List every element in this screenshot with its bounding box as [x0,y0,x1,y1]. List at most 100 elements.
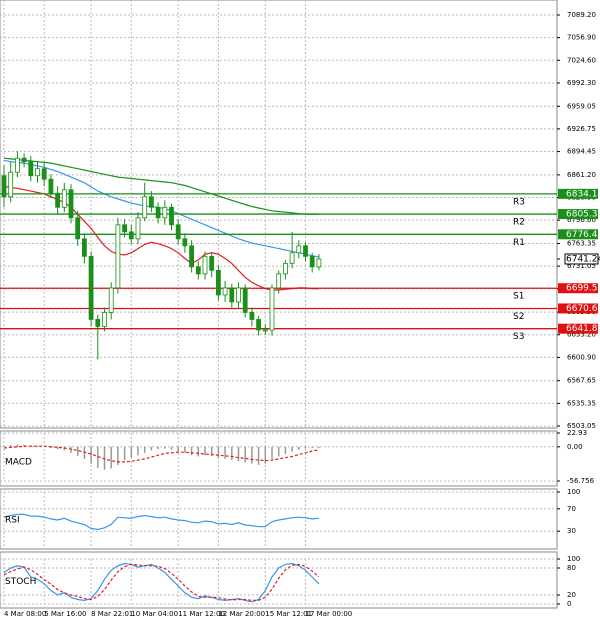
candle-body [75,217,81,240]
y-tick-label: 0 [567,600,571,608]
y-tick-label: 6600.90 [567,353,596,361]
candle-body [61,189,67,208]
indicator-line [3,157,319,215]
candle-body [256,319,262,331]
candle-body [222,287,228,296]
candle-body [108,287,114,313]
candle-body [309,255,315,268]
y-tick-label: 100 [567,555,580,563]
rsi-pane [0,488,558,550]
level-tag-label: 6699.53 [566,284,600,294]
candle-body [88,255,94,320]
indicator-line [3,513,319,531]
candle-body [303,245,308,257]
y-tick-label: 6992.30 [567,79,596,87]
y-tick-label: 6535.35 [567,399,596,407]
candle-body [102,312,107,327]
x-tick-label: 10 Mar 04:00 [131,610,178,618]
candle-body [82,238,87,257]
candle-body [289,252,295,264]
candle-body [249,312,255,320]
y-tick-label: 6567.65 [567,377,596,385]
y-tick-label: 6796.60 [567,216,596,224]
macd-pane [0,430,558,487]
candle-body [55,192,60,208]
candle-body [276,273,282,289]
y-tick-label: 6959.05 [567,102,596,110]
y-tick-label: 30 [567,527,576,535]
pane-title: MACD [5,458,32,468]
x-tick-label: 11 Mar 12:00 [178,610,225,618]
x-tick-label: 5 Mar 16:00 [44,610,86,618]
pane-title: RSI [5,516,20,526]
y-tick-label: 100 [567,488,580,496]
candle-body [195,266,201,275]
level-name: R2 [513,218,525,228]
candle-body [122,224,127,233]
candle-body [14,157,20,173]
x-tick-label: 4 Mar 08:00 [4,610,46,618]
y-tick-label: 0.00 [567,443,583,451]
candle-body [68,189,74,219]
y-tick-label: 6861.20 [567,171,596,179]
pane-title: STOCH [5,577,36,587]
candle-body [1,175,7,198]
stoch-pane [0,551,558,609]
y-tick-label: 6926.75 [567,125,596,133]
candle-body [48,178,54,194]
x-tick-label: 8 Mar 22:01 [91,610,133,618]
level-tag-label: 6776.45 [566,230,600,240]
y-tick-label: 6503.05 [567,422,596,430]
level-tag-label: 6641.83 [566,324,600,334]
y-tick-label: 70 [567,505,576,513]
y-tick-label: 20 [567,591,576,599]
level-tag-label: 6805.30 [566,210,600,220]
candle-body [148,196,154,208]
level-name: R3 [513,197,525,207]
level-tag [558,229,598,240]
candle-body [282,262,288,275]
candle-body [155,206,161,219]
candle-body [202,255,208,275]
x-tick-label: 17 Mar 00:00 [306,610,353,618]
candle-body [35,168,40,177]
indicator-line [3,563,320,601]
candle-body [41,168,47,180]
level-tag [558,188,598,199]
indicator-line [3,562,320,603]
candle-body [236,287,241,303]
y-tick-label: 22.93 [567,429,587,437]
y-tick-label: 6894.45 [567,148,596,156]
level-tag [558,209,598,220]
level-tag [558,283,598,294]
candle-body [269,287,275,331]
candle-body [95,319,101,327]
y-tick-label: 6633.20 [567,331,596,339]
candle-body [262,329,268,332]
y-tick-label: 80 [567,564,576,572]
y-tick-label: 7056.90 [567,34,596,42]
candle-body [229,287,235,303]
level-name: S2 [513,312,524,322]
x-tick-label: 15 Mar 12:01 [265,610,312,618]
level-tag [558,303,598,314]
y-tick-label: 6731.05 [567,262,596,270]
last-price-tag [564,253,599,265]
level-name: S1 [513,292,524,302]
x-tick-label: 12 Mar 20:00 [218,610,265,618]
y-tick-label: 6763.35 [567,239,596,247]
candle-body [189,245,195,268]
candle-body [28,161,34,177]
candle-body [162,206,168,219]
y-tick-label: 7024.60 [567,56,596,64]
candle-body [169,206,174,226]
candle-body [242,287,248,313]
y-tick-label: -56.756 [567,477,595,485]
level-tag-label: 6670.68 [566,304,600,314]
indicator-line [3,185,319,291]
candle-body [21,157,27,163]
level-tag [558,323,598,334]
candle-body [8,171,14,198]
